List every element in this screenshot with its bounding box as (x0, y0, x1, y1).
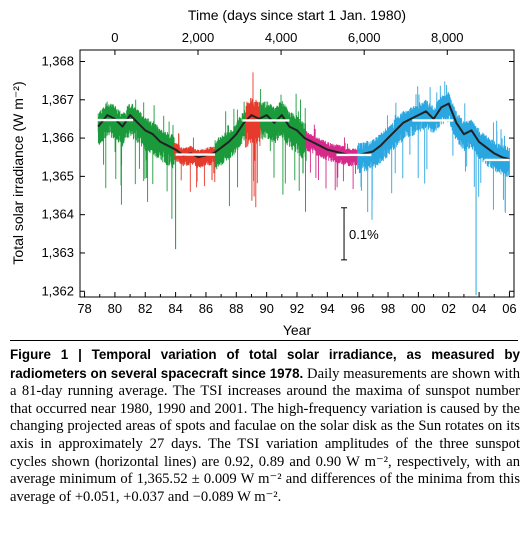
x-tick-label: 96 (350, 301, 364, 316)
top-axis-title: Time (days since start 1 Jan. 1980) (188, 7, 406, 23)
daily-series-4 (260, 89, 307, 212)
daily-series-trace (214, 101, 246, 207)
top-tick-label: 0 (111, 30, 118, 45)
daily-series-trace (260, 89, 307, 212)
figure-caption: Figure 1 | Temporal variation of total s… (10, 346, 520, 506)
axes: 78 80 82 84 86 88 90 92 94 96 98 00 02 04 06 0 2,000 4,00… (41, 30, 516, 316)
daily-series-6 (357, 81, 510, 220)
daily-series-trace (244, 72, 262, 208)
scale-bar-label: 0.1% (349, 227, 379, 242)
daily-series-0 (97, 99, 175, 219)
daily-series-3 (244, 72, 262, 208)
x-tick-label: 92 (290, 301, 304, 316)
tsi-chart: 78 80 82 84 86 88 90 92 94 96 98 00 02 04 06 0 2,000 4,00… (10, 7, 517, 338)
y-axis-title: Total solar irradiance (W m⁻²) (10, 81, 26, 264)
cycle-average-lines (93, 118, 510, 162)
top-tick-label: 2,000 (182, 30, 215, 45)
x-tick-label: 90 (259, 301, 273, 316)
x-tick-label: 06 (502, 301, 516, 316)
daily-series-trace (357, 81, 510, 220)
y-tick-label: 1,364 (41, 207, 74, 222)
top-tick-label: 4,000 (265, 30, 298, 45)
x-tick-label: 02 (442, 301, 456, 316)
y-tick-label: 1,368 (41, 53, 74, 68)
x-tick-label: 04 (472, 301, 486, 316)
y-tick-label: 1,366 (41, 130, 74, 145)
x-tick-label: 84 (168, 301, 182, 316)
caption-divider (10, 340, 518, 341)
y-tick-label: 1,362 (41, 283, 74, 298)
daily-series-trace (305, 124, 359, 191)
x-tick-label: 86 (199, 301, 213, 316)
x-tick-label: 94 (320, 301, 334, 316)
x-tick-label: 78 (77, 301, 91, 316)
percent-scale-annotation: 0.1% (341, 207, 379, 261)
y-tick-label: 1,367 (41, 92, 74, 107)
x-tick-label: 82 (138, 301, 152, 316)
x-tick-label: 88 (229, 301, 243, 316)
caption-body: Daily measurements are shown with a 81-d… (10, 365, 520, 505)
top-tick-label: 8,000 (431, 30, 464, 45)
top-tick-label: 6,000 (348, 30, 381, 45)
x-tick-label: 80 (108, 301, 122, 316)
running-average-layer (97, 102, 510, 161)
y-tick-label: 1,363 (41, 245, 74, 260)
daily-series-5 (305, 124, 359, 191)
y-tick-label: 1,365 (41, 168, 74, 183)
daily-series-trace (97, 99, 175, 219)
x-tick-label: 00 (411, 301, 425, 316)
daily-series-1 (173, 133, 216, 192)
daily-series-trace (173, 133, 216, 192)
daily-series-2 (214, 101, 246, 207)
x-axis-title: Year (283, 322, 312, 338)
daily-measurements (97, 72, 510, 296)
running-average-line (97, 102, 510, 161)
x-tick-label: 98 (381, 301, 395, 316)
caption-title: Figure 1 | Temporal variation of total s… (10, 347, 520, 381)
